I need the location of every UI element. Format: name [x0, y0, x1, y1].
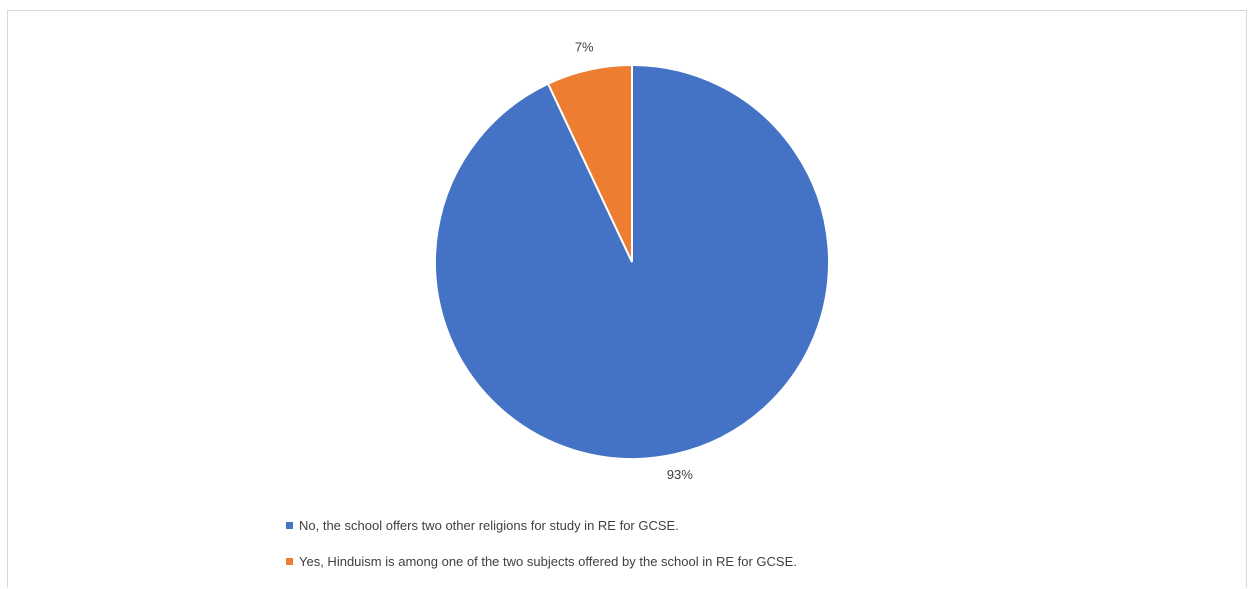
chart-legend: No, the school offers two other religion…	[286, 517, 797, 589]
data-label-1: 7%	[575, 40, 594, 55]
chart-frame	[7, 10, 1247, 588]
legend-label-no: No, the school offers two other religion…	[299, 517, 679, 533]
legend-item-yes: Yes, Hinduism is among one of the two su…	[286, 553, 797, 569]
data-label-0: 93%	[667, 467, 693, 482]
pie-slice-1	[546, 63, 633, 263]
legend-item-no: No, the school offers two other religion…	[286, 517, 797, 533]
legend-label-yes: Yes, Hinduism is among one of the two su…	[299, 553, 797, 569]
legend-swatch-no	[286, 521, 293, 529]
legend-swatch-yes	[286, 557, 293, 565]
pie-data-labels: 93% 7%	[575, 40, 693, 482]
pie-slices	[434, 63, 830, 460]
